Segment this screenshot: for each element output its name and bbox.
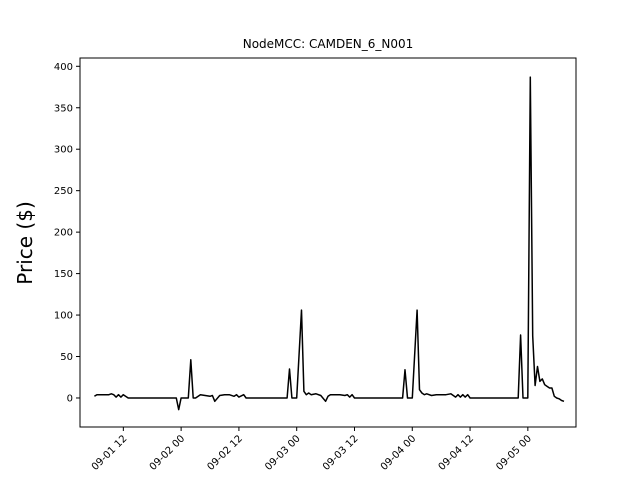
plot-frame xyxy=(79,57,577,428)
price-series-line xyxy=(93,76,565,411)
y-tick-label: 200 xyxy=(54,228,73,239)
y-axis: 0 50 100 150 200 250 300 350 400 xyxy=(54,62,80,404)
y-tick-label: 300 xyxy=(54,145,73,156)
y-tick-label: 250 xyxy=(54,186,73,197)
y-tick-label: 400 xyxy=(54,62,73,73)
y-tick-label: 150 xyxy=(54,269,73,280)
y-tick-label: 350 xyxy=(54,103,73,114)
y-tick-label: 0 xyxy=(67,393,73,404)
plot-series xyxy=(93,76,565,411)
y-axis-label: Price ($) xyxy=(13,201,37,284)
chart-title: NodeMCC: CAMDEN_6_N001 xyxy=(243,37,414,51)
y-tick-label: 100 xyxy=(54,311,73,322)
y-tick-label: 50 xyxy=(60,352,73,363)
